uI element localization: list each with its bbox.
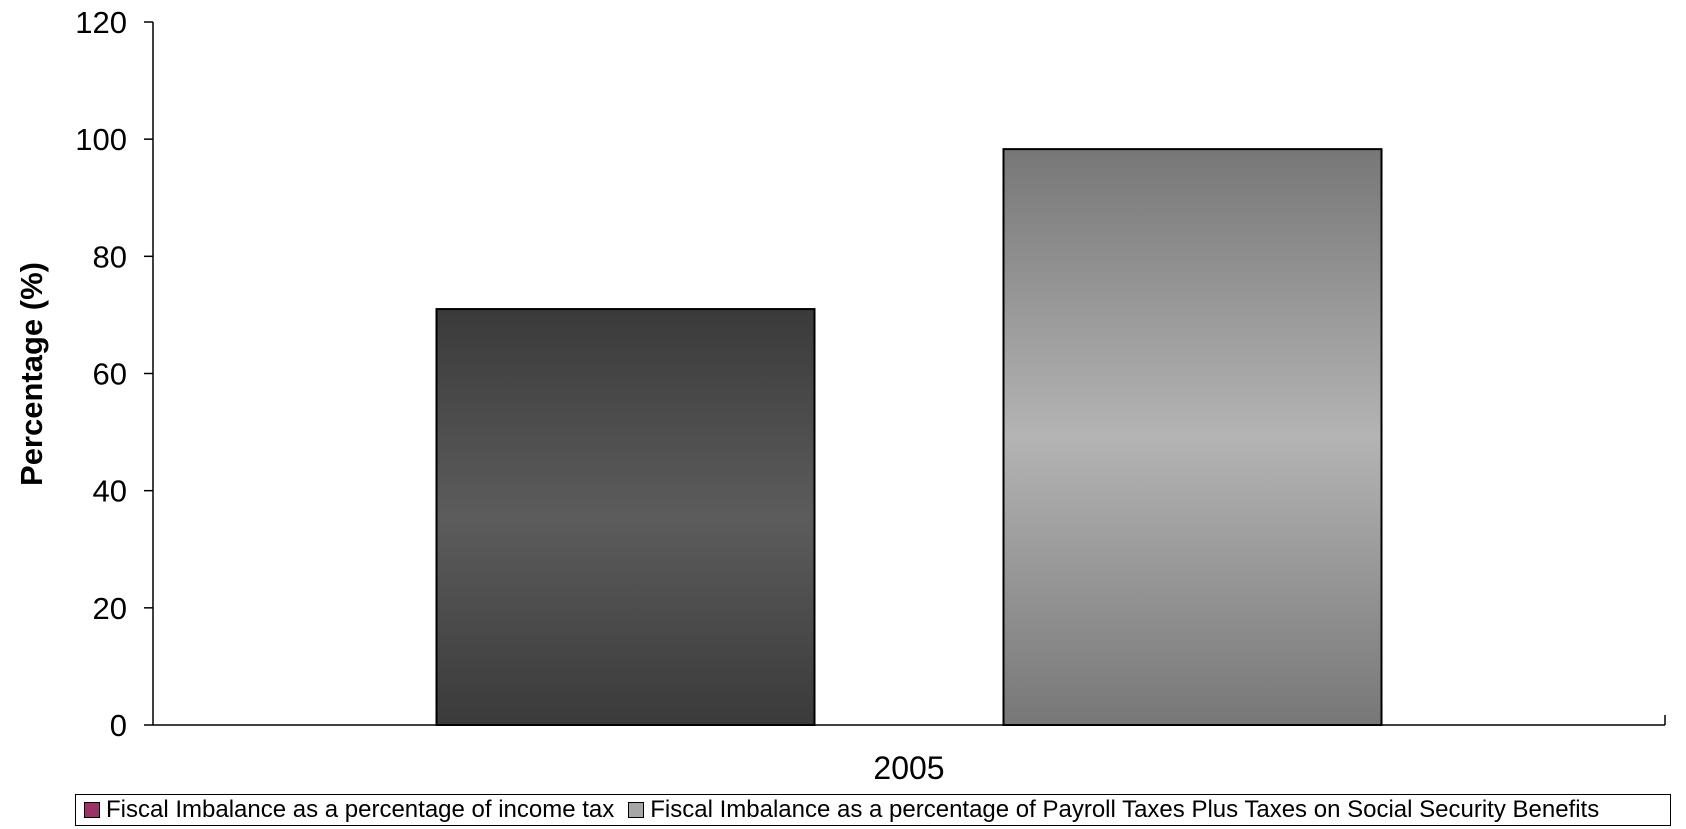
y-tick-label: 60 — [93, 357, 127, 392]
legend-item-payroll-taxes: Fiscal Imbalance as a percentage of Payr… — [628, 796, 1599, 824]
legend-label: Fiscal Imbalance as a percentage of Payr… — [650, 796, 1600, 823]
y-tick-label: 100 — [75, 122, 127, 157]
y-tick-label: 0 — [110, 708, 127, 743]
y-ticks: 0 20 40 60 80 100 120 — [75, 5, 153, 743]
bars — [435, 148, 1383, 726]
y-tick-label: 20 — [93, 591, 127, 626]
y-tick-label: 80 — [93, 239, 127, 274]
y-tick-label: 120 — [75, 5, 127, 40]
legend: Fiscal Imbalance as a percentage of inco… — [75, 794, 1671, 826]
legend-label: Fiscal Imbalance as a percentage of inco… — [106, 796, 615, 823]
legend-swatch — [84, 802, 100, 818]
axes — [152, 22, 1666, 726]
bar-chart: 0 20 40 60 80 100 120 2005 Percentage (%) — [14, 5, 1666, 786]
category-labels: 2005 — [873, 750, 944, 786]
x-category-label: 2005 — [873, 750, 944, 786]
bar-income-tax — [435, 308, 816, 726]
bar-payroll-taxes — [1002, 148, 1383, 726]
y-axis-label: Percentage (%) — [14, 262, 49, 486]
y-tick-label: 40 — [93, 474, 127, 509]
legend-item-income-tax: Fiscal Imbalance as a percentage of inco… — [84, 796, 614, 824]
legend-swatch — [628, 802, 645, 818]
